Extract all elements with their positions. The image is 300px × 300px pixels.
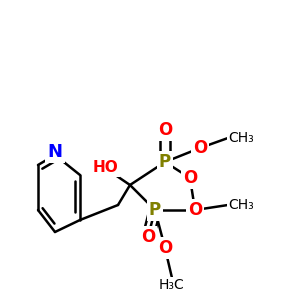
Text: P: P	[149, 201, 161, 219]
Text: O: O	[158, 121, 172, 139]
Text: O: O	[193, 139, 207, 157]
Text: O: O	[183, 169, 197, 187]
Text: H₃C: H₃C	[159, 278, 185, 292]
Text: O: O	[188, 201, 202, 219]
Text: HO: HO	[92, 160, 118, 175]
Text: O: O	[158, 239, 172, 257]
Text: P: P	[159, 153, 171, 171]
Text: O: O	[141, 228, 155, 246]
Text: CH₃: CH₃	[228, 198, 254, 212]
Text: CH₃: CH₃	[228, 131, 254, 145]
Text: N: N	[47, 143, 62, 161]
